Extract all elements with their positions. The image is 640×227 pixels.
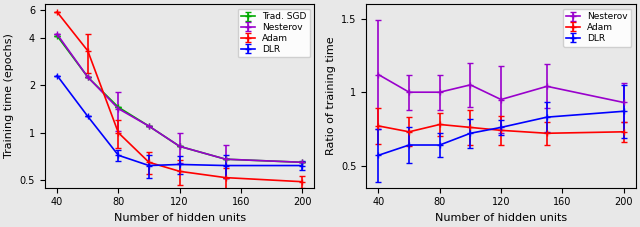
Legend: Trad. SGD, Nesterov, Adam, DLR: Trad. SGD, Nesterov, Adam, DLR [237, 9, 310, 57]
Legend: Nesterov, Adam, DLR: Nesterov, Adam, DLR [563, 9, 631, 47]
X-axis label: Number of hidden units: Number of hidden units [435, 213, 567, 223]
Y-axis label: Training time (epochs): Training time (epochs) [4, 33, 14, 158]
X-axis label: Number of hidden units: Number of hidden units [113, 213, 246, 223]
Y-axis label: Ratio of training time: Ratio of training time [326, 37, 335, 155]
